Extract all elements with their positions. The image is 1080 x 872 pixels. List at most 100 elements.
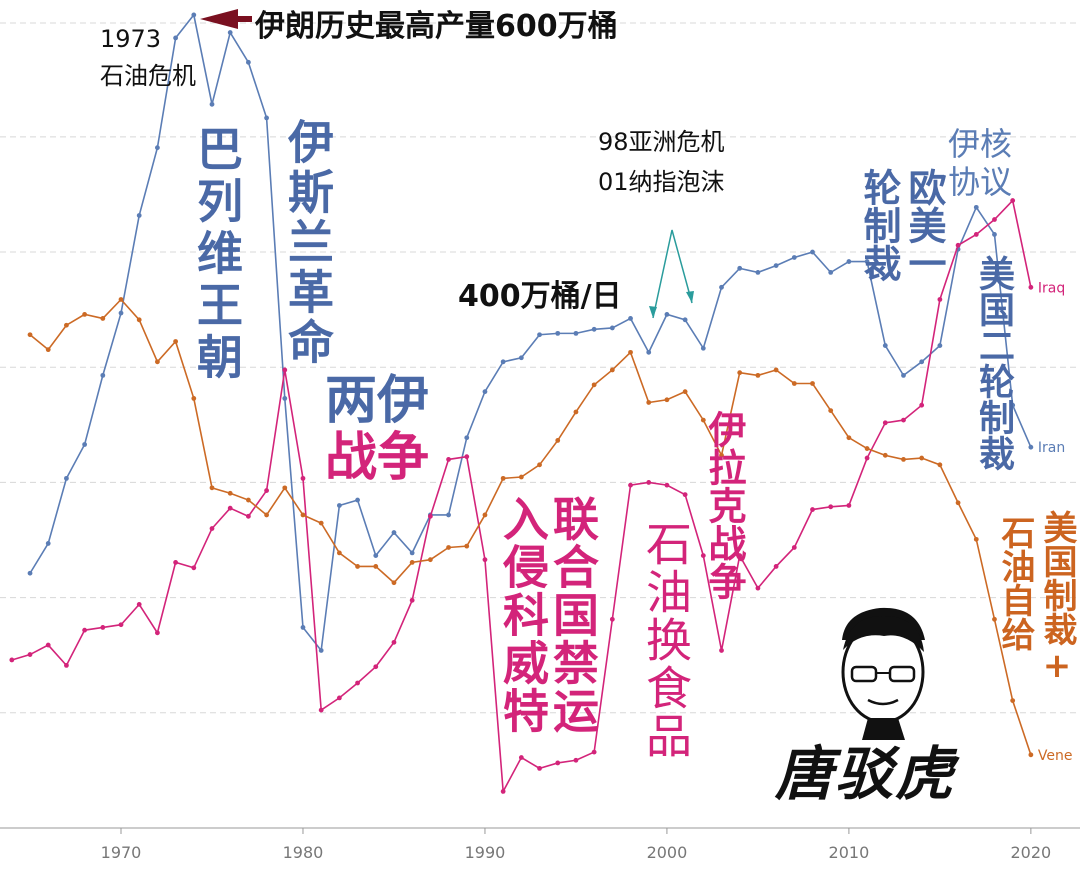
point <box>773 564 779 569</box>
point <box>700 417 706 423</box>
point <box>82 627 88 633</box>
point <box>992 232 997 237</box>
point <box>719 284 724 290</box>
point <box>336 550 342 556</box>
point <box>464 454 470 460</box>
point <box>100 372 106 378</box>
series-label: Iraq <box>1038 280 1065 296</box>
point <box>828 408 834 414</box>
point <box>191 396 197 401</box>
point <box>628 349 633 355</box>
point <box>864 446 870 451</box>
point <box>555 438 561 443</box>
point <box>45 541 51 546</box>
point <box>9 657 15 663</box>
point <box>973 536 979 542</box>
point <box>500 789 506 794</box>
point <box>209 101 215 107</box>
point <box>537 462 542 468</box>
point <box>482 512 488 518</box>
point <box>264 488 269 493</box>
point <box>482 389 488 395</box>
point <box>1010 198 1016 203</box>
point <box>646 349 652 355</box>
point <box>355 564 360 569</box>
point <box>45 347 51 353</box>
point <box>555 330 561 336</box>
annotation: 400万桶/日 <box>458 279 622 314</box>
logo-face <box>841 607 925 740</box>
point <box>773 367 779 373</box>
point <box>64 475 69 481</box>
point <box>682 317 688 323</box>
point <box>300 512 306 518</box>
point <box>919 359 925 365</box>
point <box>427 557 433 563</box>
point <box>245 513 251 519</box>
point <box>45 642 51 648</box>
annotation: 伊斯兰革命 <box>281 118 335 368</box>
point <box>155 145 160 151</box>
point <box>773 263 779 269</box>
point <box>173 35 179 41</box>
point <box>882 420 888 426</box>
point <box>628 482 633 488</box>
annotation: 1973 <box>100 25 162 53</box>
annotation: 石油危机 <box>100 62 196 90</box>
point <box>591 326 597 332</box>
point <box>664 311 670 317</box>
point <box>573 409 579 415</box>
point <box>901 372 906 378</box>
point <box>810 381 815 386</box>
point <box>118 622 124 628</box>
point <box>992 616 997 622</box>
annotation: 伊核 <box>948 125 1013 163</box>
point <box>282 485 288 491</box>
point <box>173 339 179 344</box>
point <box>755 585 761 591</box>
point <box>518 755 524 760</box>
point <box>409 550 415 556</box>
point <box>755 269 761 275</box>
point <box>682 389 688 395</box>
x-tick-label: 1990 <box>465 843 506 862</box>
point <box>791 255 797 260</box>
point <box>937 297 943 302</box>
x-tick-label: 2010 <box>829 843 870 862</box>
point <box>373 664 379 670</box>
series-line <box>29 13 1032 653</box>
point <box>64 662 69 668</box>
point <box>973 204 979 210</box>
point <box>245 59 251 65</box>
point <box>355 497 360 503</box>
annotation: 巴列维王朝 <box>190 125 244 385</box>
annotation: 伊拉克战争 <box>702 410 746 600</box>
annotation: 98亚洲危机 <box>598 128 725 156</box>
point <box>846 259 852 264</box>
point <box>646 480 652 485</box>
series-label: Vene <box>1038 748 1073 764</box>
point <box>955 500 961 506</box>
point <box>609 616 615 622</box>
series-label: Iran <box>1038 440 1065 456</box>
arrow-head <box>649 306 657 318</box>
point <box>300 625 306 630</box>
point <box>810 507 815 512</box>
point <box>755 372 761 378</box>
point <box>591 749 597 755</box>
point <box>901 417 906 423</box>
annotation: 联合国禁运 <box>546 495 600 735</box>
point <box>810 249 815 255</box>
point <box>1028 284 1034 290</box>
point <box>27 332 33 338</box>
point <box>537 332 542 338</box>
arrows <box>200 9 694 319</box>
point <box>609 367 615 373</box>
point <box>100 316 106 321</box>
point <box>409 559 415 565</box>
point <box>136 317 142 323</box>
point <box>1028 444 1034 450</box>
x-tick-label: 1980 <box>283 843 324 862</box>
point <box>700 345 706 351</box>
